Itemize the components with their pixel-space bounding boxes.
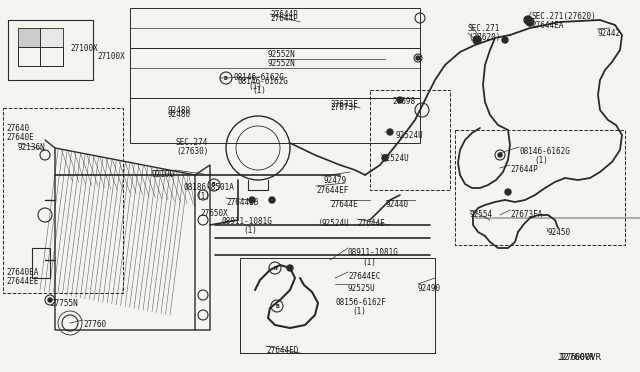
Text: 08146-6162G: 08146-6162G <box>234 73 285 82</box>
Circle shape <box>473 36 481 44</box>
Text: 27650X: 27650X <box>200 209 228 218</box>
Bar <box>40 47 63 66</box>
Text: 27673FA: 27673FA <box>510 210 542 219</box>
Circle shape <box>416 56 420 60</box>
Text: 27640EA: 27640EA <box>6 268 38 277</box>
Bar <box>130 48 420 98</box>
Text: B: B <box>224 76 228 80</box>
Text: (27630): (27630) <box>176 147 209 156</box>
Text: 27698: 27698 <box>392 97 415 106</box>
Text: 27755N: 27755N <box>50 299 77 308</box>
Text: 92100: 92100 <box>152 170 175 179</box>
Circle shape <box>48 298 52 302</box>
Bar <box>18 28 63 66</box>
Text: 08911-1081G: 08911-1081G <box>348 248 399 257</box>
Text: (1): (1) <box>534 156 548 165</box>
Text: 92136N: 92136N <box>18 143 45 152</box>
Text: 92552N: 92552N <box>268 50 296 59</box>
Text: 92490: 92490 <box>418 284 441 293</box>
Text: (1): (1) <box>243 226 257 235</box>
Text: 92480: 92480 <box>168 110 191 119</box>
Text: SEC.271(27620): SEC.271(27620) <box>531 12 596 21</box>
Bar <box>130 98 420 143</box>
Text: 27644EA: 27644EA <box>531 21 563 30</box>
Text: 92442: 92442 <box>597 29 620 38</box>
Text: SEC.274: SEC.274 <box>176 138 209 147</box>
Text: 92524U: 92524U <box>395 131 423 140</box>
Text: 27644EF: 27644EF <box>316 186 348 195</box>
Text: 27644E: 27644E <box>330 200 358 209</box>
Text: 27760: 27760 <box>83 320 106 329</box>
Text: (1): (1) <box>252 86 266 95</box>
Circle shape <box>498 153 502 157</box>
Bar <box>130 8 420 48</box>
Text: 27640E: 27640E <box>6 133 34 142</box>
Text: 92554: 92554 <box>470 210 493 219</box>
Text: J27600VR: J27600VR <box>558 353 601 362</box>
Circle shape <box>524 16 532 24</box>
Text: 27644P: 27644P <box>270 10 298 19</box>
Text: 27673F: 27673F <box>330 103 358 112</box>
Text: N: N <box>273 266 277 270</box>
Text: 27100X: 27100X <box>97 52 125 61</box>
Text: (27620): (27620) <box>468 33 500 42</box>
Text: 08186-8501A: 08186-8501A <box>183 183 234 192</box>
Text: (1): (1) <box>362 258 376 267</box>
Text: 27644EE: 27644EE <box>6 277 38 286</box>
Text: 08146-6162G: 08146-6162G <box>238 77 289 86</box>
Bar <box>40 28 63 47</box>
Text: 27644EB: 27644EB <box>226 198 259 207</box>
Text: 92525U: 92525U <box>348 284 376 293</box>
Bar <box>455 130 625 245</box>
Bar <box>370 90 450 190</box>
Circle shape <box>526 18 534 26</box>
Bar <box>240 258 435 353</box>
Circle shape <box>502 37 508 43</box>
Text: 27100X: 27100X <box>70 44 98 53</box>
Circle shape <box>287 265 293 271</box>
Text: 27640: 27640 <box>6 124 29 133</box>
Text: 92480: 92480 <box>168 106 191 115</box>
Bar <box>18 28 40 47</box>
Circle shape <box>249 197 255 203</box>
Text: 27644EC: 27644EC <box>348 272 380 281</box>
Text: 92524U: 92524U <box>321 219 349 228</box>
Text: 08911-1081G: 08911-1081G <box>222 217 273 226</box>
Circle shape <box>382 155 388 161</box>
Text: 92552N: 92552N <box>268 59 296 68</box>
Bar <box>8 20 93 80</box>
Bar <box>3 108 123 293</box>
Text: 27673F: 27673F <box>330 100 358 109</box>
Text: 08156-6162F: 08156-6162F <box>335 298 386 307</box>
Text: 27644P: 27644P <box>510 165 538 174</box>
Circle shape <box>505 189 511 195</box>
Text: 27644P: 27644P <box>270 14 298 23</box>
Text: 27644E: 27644E <box>357 219 385 228</box>
Text: J27600VR: J27600VR <box>558 353 595 362</box>
Bar <box>32 248 50 278</box>
Text: B: B <box>275 304 279 308</box>
Text: 92440: 92440 <box>386 200 409 209</box>
Text: (1): (1) <box>248 82 262 91</box>
Circle shape <box>397 97 403 103</box>
Bar <box>18 47 40 66</box>
Text: (1): (1) <box>352 307 366 316</box>
Text: 27644ED: 27644ED <box>266 346 298 355</box>
Text: 92450: 92450 <box>547 228 570 237</box>
Text: (1): (1) <box>196 192 210 201</box>
Text: SEC.271: SEC.271 <box>468 24 500 33</box>
Circle shape <box>387 129 393 135</box>
Text: 92524U: 92524U <box>381 154 409 163</box>
Circle shape <box>269 197 275 203</box>
Text: 08146-6162G: 08146-6162G <box>519 147 570 156</box>
Text: B: B <box>212 183 216 187</box>
Text: 92479: 92479 <box>323 176 346 185</box>
